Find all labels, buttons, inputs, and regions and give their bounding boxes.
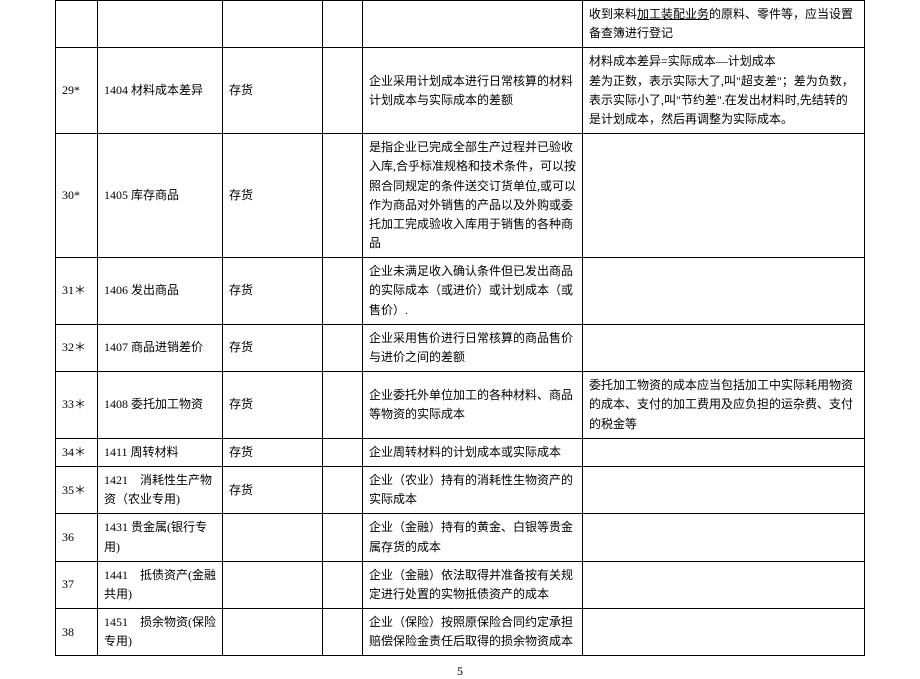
table-cell	[323, 466, 363, 513]
table-cell: 收到来料加工装配业务的原料、零件等，应当设置备查簿进行登记	[583, 1, 865, 48]
table-cell	[583, 561, 865, 608]
table-cell: 29*	[56, 48, 98, 134]
table-cell: 1441 抵债资产(金融共用)	[98, 561, 223, 608]
table-cell: 是指企业已完成全部生产过程并已验收入库,合乎标准规格和技术条件，可以按照合同规定…	[363, 134, 583, 258]
table-cell	[323, 134, 363, 258]
table-cell: 存货	[223, 438, 323, 466]
table-cell	[323, 514, 363, 561]
table-cell	[223, 1, 323, 48]
table-cell: 1404 材料成本差异	[98, 48, 223, 134]
table-cell	[323, 1, 363, 48]
table-row: 31＊1406 发出商品存货企业未满足收入确认条件但已发出商品的实际成本（或进价…	[56, 258, 865, 325]
accounting-table: 收到来料加工装配业务的原料、零件等，应当设置备查簿进行登记29*1404 材料成…	[55, 0, 865, 656]
table-cell	[223, 561, 323, 608]
table-cell	[323, 561, 363, 608]
table-cell: 企业（金融）持有的黄金、白银等贵金属存货的成本	[363, 514, 583, 561]
table-cell	[583, 514, 865, 561]
table-row: 371441 抵债资产(金融共用) 企业（金融）依法取得并准备按有关规定进行处置的…	[56, 561, 865, 608]
table-cell	[323, 372, 363, 439]
table-cell: 企业未满足收入确认条件但已发出商品的实际成本（或进价）或计划成本（或售价）.	[363, 258, 583, 325]
table-cell: 存货	[223, 466, 323, 513]
table-cell: 1421 消耗性生产物资（农业专用)	[98, 466, 223, 513]
table-cell: 31＊	[56, 258, 98, 325]
table-cell: 企业（农业）持有的消耗性生物资产的实际成本	[363, 466, 583, 513]
table-cell: 30*	[56, 134, 98, 258]
table-cell	[363, 1, 583, 48]
table-cell	[583, 438, 865, 466]
table-cell: 存货	[223, 324, 323, 371]
table-cell: 1451 损余物资(保险专用)	[98, 609, 223, 656]
table-cell	[583, 324, 865, 371]
table-cell: 1406 发出商品	[98, 258, 223, 325]
table-cell: 企业委托外单位加工的各种材料、商品等物资的实际成本	[363, 372, 583, 439]
table-cell: 存货	[223, 372, 323, 439]
table-cell: 企业采用售价进行日常核算的商品售价与进价之间的差额	[363, 324, 583, 371]
page-number: 5	[55, 664, 865, 679]
table-row: 35＊1421 消耗性生产物资（农业专用)存货企业（农业）持有的消耗性生物资产的…	[56, 466, 865, 513]
table-row: 34＊1411 周转材料存货 企业周转材料的计划成本或实际成本	[56, 438, 865, 466]
table-cell: 37	[56, 561, 98, 608]
table-cell: 36	[56, 514, 98, 561]
table-cell: 35＊	[56, 466, 98, 513]
table-row: 33＊1408 委托加工物资存货企业委托外单位加工的各种材料、商品等物资的实际成…	[56, 372, 865, 439]
table-row: 361431 贵金属(银行专用) 企业（金融）持有的黄金、白银等贵金属存货的成本	[56, 514, 865, 561]
table-cell	[323, 438, 363, 466]
table-cell: 1405 库存商品	[98, 134, 223, 258]
table-cell: 1431 贵金属(银行专用)	[98, 514, 223, 561]
table-cell	[323, 324, 363, 371]
table-cell: 1407 商品进销差价	[98, 324, 223, 371]
table-cell	[98, 1, 223, 48]
table-cell	[323, 48, 363, 134]
table-cell: 存货	[223, 48, 323, 134]
table-cell: 33＊	[56, 372, 98, 439]
table-cell	[56, 1, 98, 48]
table-cell	[323, 258, 363, 325]
table-cell: 委托加工物资的成本应当包括加工中实际耗用物资的成本、支付的加工费用及应负担的运杂…	[583, 372, 865, 439]
table-row: 收到来料加工装配业务的原料、零件等，应当设置备查簿进行登记	[56, 1, 865, 48]
table-cell: 企业（金融）依法取得并准备按有关规定进行处置的实物抵债资产的成本	[363, 561, 583, 608]
table-cell: 企业周转材料的计划成本或实际成本	[363, 438, 583, 466]
table-cell: 38	[56, 609, 98, 656]
table-cell	[583, 258, 865, 325]
table-cell: 材料成本差异=实际成本—计划成本 差为正数，表示实际大了,叫"超支差"；差为负数…	[583, 48, 865, 134]
table-cell	[583, 134, 865, 258]
table-cell: 34＊	[56, 438, 98, 466]
table-cell: 32＊	[56, 324, 98, 371]
table-cell: 存货	[223, 258, 323, 325]
table-cell: 1408 委托加工物资	[98, 372, 223, 439]
table-cell: 企业采用计划成本进行日常核算的材料计划成本与实际成本的差额	[363, 48, 583, 134]
table-row: 32＊1407 商品进销差价存货企业采用售价进行日常核算的商品售价与进价之间的差…	[56, 324, 865, 371]
table-row: 29*1404 材料成本差异存货企业采用计划成本进行日常核算的材料计划成本与实际…	[56, 48, 865, 134]
table-cell	[223, 514, 323, 561]
table-cell	[583, 609, 865, 656]
table-cell: 1411 周转材料	[98, 438, 223, 466]
table-cell	[223, 609, 323, 656]
table-cell	[323, 609, 363, 656]
table-cell: 企业（保险）按照原保险合同约定承担赔偿保险金责任后取得的损余物资成本	[363, 609, 583, 656]
table-row: 381451 损余物资(保险专用) 企业（保险）按照原保险合同约定承担赔偿保险金责…	[56, 609, 865, 656]
table-cell: 存货	[223, 134, 323, 258]
table-cell	[583, 466, 865, 513]
table-row: 30*1405 库存商品存货是指企业已完成全部生产过程并已验收入库,合乎标准规格…	[56, 134, 865, 258]
